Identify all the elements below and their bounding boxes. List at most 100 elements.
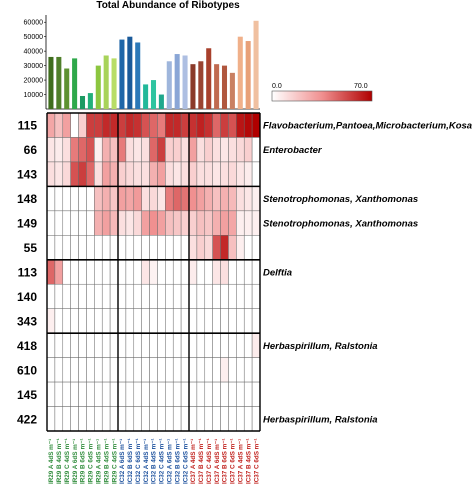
heatmap-cell bbox=[236, 210, 245, 236]
heatmap-cell bbox=[86, 137, 95, 163]
heatmap-cell bbox=[78, 308, 87, 334]
heatmap-cell bbox=[228, 259, 237, 285]
heatmap-cell bbox=[172, 210, 182, 236]
heatmap-cell bbox=[251, 357, 261, 383]
heatmap-cell bbox=[172, 406, 182, 432]
heatmap-cell bbox=[243, 357, 253, 383]
heatmap-cell bbox=[117, 406, 127, 432]
heatmap-column-label: IC37 A 6dS m⁻¹ bbox=[214, 439, 221, 484]
heatmap-cell bbox=[141, 332, 150, 358]
heatmap-cell bbox=[157, 283, 166, 309]
heatmap-cell bbox=[54, 112, 64, 138]
heatmap-cell bbox=[165, 406, 174, 432]
heatmap-cell bbox=[125, 381, 135, 407]
heatmap-cell bbox=[243, 186, 253, 212]
heatmap-cell bbox=[125, 357, 135, 383]
bar bbox=[72, 58, 78, 109]
heatmap-cell bbox=[94, 112, 103, 138]
heatmap-row-annotation: Stenotrophomonas, Xanthomonas bbox=[263, 219, 418, 230]
heatmap-column-label: IR29 A 6dS m⁻¹ bbox=[72, 439, 79, 484]
heatmap-cell bbox=[117, 210, 127, 236]
heatmap-cell bbox=[109, 235, 119, 261]
heatmap-cell bbox=[220, 357, 229, 383]
heatmap-cell bbox=[172, 235, 182, 261]
heatmap-cell bbox=[157, 308, 166, 334]
heatmap-cell bbox=[196, 112, 206, 138]
heatmap-cell bbox=[133, 210, 142, 236]
heatmap-cell bbox=[54, 357, 64, 383]
heatmap-cell bbox=[204, 259, 213, 285]
heatmap-column-label: IR29 A 4dS m⁻¹ bbox=[95, 439, 102, 484]
heatmap-column-label: IC37 A 4dS m⁻¹ bbox=[237, 439, 244, 484]
heatmap-cell bbox=[101, 112, 111, 138]
heatmap-cell bbox=[62, 112, 71, 138]
heatmap-cell bbox=[117, 308, 127, 334]
heatmap-row-label: 422 bbox=[17, 412, 37, 426]
color-scale-bar bbox=[271, 90, 373, 102]
heatmap-cell bbox=[125, 161, 135, 187]
heatmap-cell bbox=[188, 283, 198, 309]
heatmap-cell bbox=[236, 186, 245, 212]
heatmap-cell bbox=[243, 381, 253, 407]
heatmap-cell bbox=[70, 283, 79, 309]
heatmap-cell bbox=[101, 137, 111, 163]
heatmap-cell bbox=[109, 259, 119, 285]
heatmap-cell bbox=[46, 406, 56, 432]
heatmap-cell bbox=[165, 137, 174, 163]
heatmap-cell bbox=[228, 406, 237, 432]
heatmap-cell bbox=[141, 406, 150, 432]
heatmap-cell bbox=[46, 308, 56, 334]
heatmap-cell bbox=[141, 161, 150, 187]
heatmap-column-label: IC37 C 6dS m⁻¹ bbox=[230, 438, 237, 484]
heatmap-cell bbox=[94, 137, 103, 163]
heatmap-cell bbox=[165, 259, 174, 285]
bar bbox=[245, 41, 251, 109]
heatmap-cell bbox=[133, 161, 142, 187]
heatmap-cell bbox=[117, 332, 127, 358]
heatmap-cell bbox=[180, 332, 190, 358]
heatmap-cell bbox=[54, 186, 64, 212]
heatmap-cell bbox=[188, 210, 198, 236]
bar bbox=[158, 94, 164, 109]
heatmap-cell bbox=[220, 210, 229, 236]
heatmap-column-label: IC37 B 4dS m⁻¹ bbox=[245, 438, 252, 484]
heatmap-cell bbox=[243, 406, 253, 432]
bar bbox=[237, 36, 243, 109]
heatmap-cell bbox=[125, 235, 135, 261]
heatmap-cell bbox=[141, 112, 150, 138]
heatmap-cell bbox=[125, 112, 135, 138]
heatmap-cell bbox=[141, 210, 150, 236]
heatmap-cell bbox=[109, 283, 119, 309]
heatmap-cell bbox=[46, 186, 56, 212]
heatmap-row-labels: 115 66 143 148 149 55 113 140 343 418 610 145 422 bbox=[17, 119, 37, 427]
heatmap-cell bbox=[149, 186, 158, 212]
heatmap-cell bbox=[196, 332, 206, 358]
heatmap-cell bbox=[46, 332, 56, 358]
heatmap-cell bbox=[204, 235, 213, 261]
heatmap-cell bbox=[133, 112, 142, 138]
heatmap-cell bbox=[196, 308, 206, 334]
heatmap-cell bbox=[149, 332, 158, 358]
heatmap-cell bbox=[228, 381, 237, 407]
heatmap-cell bbox=[86, 112, 95, 138]
heatmap-cell bbox=[188, 357, 198, 383]
heatmap-cell bbox=[46, 381, 56, 407]
heatmap-cell bbox=[172, 161, 182, 187]
heatmap-cell bbox=[86, 357, 95, 383]
heatmap-cell bbox=[180, 381, 190, 407]
heatmap-cell bbox=[196, 186, 206, 212]
heatmap-cell bbox=[236, 283, 245, 309]
heatmap-row-label: 143 bbox=[17, 168, 37, 182]
heatmap-column-label: IR29 B 6dS m⁻¹ bbox=[80, 438, 87, 484]
heatmap-cell bbox=[101, 332, 111, 358]
heatmap-cell bbox=[165, 210, 174, 236]
heatmap-cell bbox=[236, 381, 245, 407]
heatmap-cell bbox=[204, 381, 213, 407]
heatmap-cell bbox=[94, 332, 103, 358]
heatmap-row-label: 113 bbox=[18, 266, 38, 280]
heatmap-cell bbox=[188, 137, 198, 163]
heatmap-cell bbox=[157, 186, 166, 212]
heatmap-cell bbox=[101, 308, 111, 334]
heatmap-cell bbox=[117, 112, 127, 138]
